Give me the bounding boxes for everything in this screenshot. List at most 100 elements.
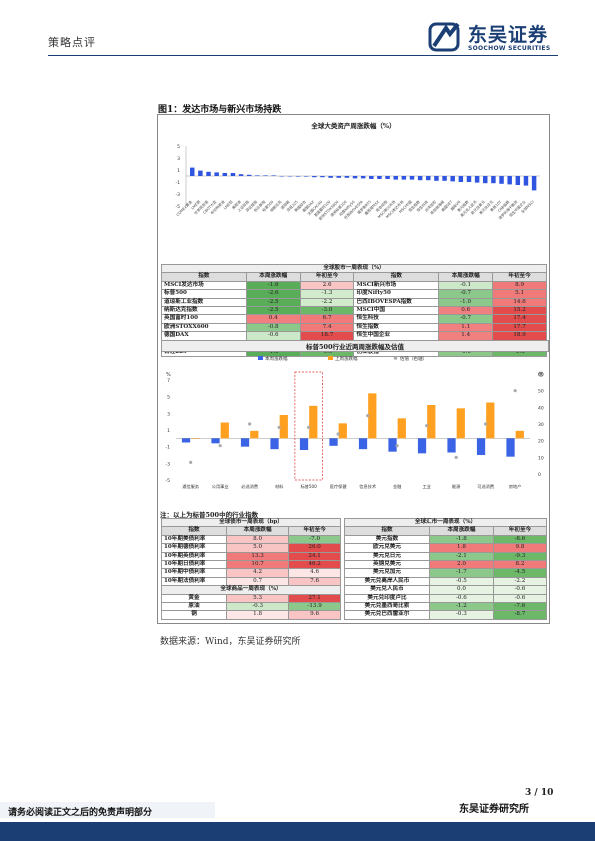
chart1-bar (295, 176, 301, 177)
fx-row: 美元指数 -1.8 -8.6 (344, 534, 548, 545)
fx-value: -0.5 (429, 576, 494, 587)
chart2-valuation-dot (336, 432, 340, 436)
chart2-this-week-bar (270, 438, 279, 450)
fx-value: -1.7 (429, 568, 494, 578)
bond-name: 10年期日债利率 (161, 560, 227, 570)
chart1-bar (271, 175, 276, 176)
chart1-bar (417, 176, 423, 181)
table1-value-cell: 6.7 (299, 314, 355, 324)
chart2-this-week-bar (299, 438, 309, 450)
table1-value-cell: -2.5 (245, 297, 301, 308)
chart2-title: 标普500行业近两周涨跌幅及估值 (161, 340, 549, 352)
logo-name-cn: 东吴证券 (468, 24, 549, 46)
table1-row: 纳斯达克指数 -2.5 -3.0 MSCI中国 0.6 15.2 (161, 306, 547, 316)
footer-band (0, 822, 595, 841)
chart1-bar (255, 175, 260, 176)
bond-value: 13.3 (225, 551, 290, 562)
bond-row: 10年期中债利率 4.2 4.6 (161, 568, 341, 578)
chart1-category-label: 美原油 (231, 199, 242, 210)
chart1-bar (369, 176, 374, 179)
fx-value: -8.6 (492, 534, 548, 545)
fx-name: 英镑兑美元 (344, 560, 430, 570)
chart2-this-week-bar (181, 438, 191, 443)
logo-mark-icon (428, 22, 460, 52)
chart1-bar (442, 176, 447, 181)
table1-index-name: 恒生科技 (353, 314, 440, 324)
fx-value: -0.3 (429, 610, 494, 620)
global-bond-commodity-table: 全球债市一周表现（bp） 指数 本周涨跌幅 年初至今 10年期美债利率 8.0 -7.0… (161, 517, 341, 620)
chart1-bar (320, 176, 325, 178)
fx-value: -0.6 (492, 593, 548, 604)
chart1-bar (246, 174, 252, 176)
table4-header-row: 指数 本周涨跌幅 年初至今 (344, 526, 548, 536)
chart2-category-label: 工业 (422, 483, 430, 489)
chart2-last-week-bar (338, 423, 347, 439)
chart2-valuation-dot (484, 422, 488, 426)
table1-index-name: MSCI新兴市场 (353, 280, 440, 291)
table1-index-name: 道琼斯工业指数 (161, 297, 247, 308)
table4-header-cell: 指数 (344, 526, 430, 536)
chart1-bar (450, 176, 455, 182)
commodity-name: 原油 (161, 602, 227, 612)
bond-name: 10年期德债利率 (161, 543, 227, 553)
chart2-valuation-dot (366, 414, 370, 418)
table1-value-cell: 7.4 (299, 322, 355, 333)
chart1-bar (336, 176, 341, 178)
footer-disclaimer-bg (0, 802, 215, 818)
table1-row: 英国富时100 0.4 6.7 恒生科技 -0.7 17.4 (161, 314, 547, 324)
fx-value: -1.8 (429, 534, 494, 545)
chart1-bar (190, 167, 195, 176)
table1-value-cell: 18.7 (299, 331, 355, 341)
fx-value: -9.3 (492, 551, 548, 562)
header-divider (48, 55, 558, 56)
chart1-title: 全球大类资产周涨跌幅（%） (160, 120, 547, 130)
fx-row: 欧元兑美元 1.8 9.8 (344, 543, 548, 553)
bond-name: 10年期法债利率 (161, 576, 227, 587)
chart1-bar (344, 176, 350, 178)
fx-value: -8.7 (492, 610, 548, 620)
chart2-category-label: 通信服务 (182, 483, 200, 490)
bond-value: 10.7 (225, 560, 290, 570)
chart1-y-tick: -1 (176, 180, 181, 186)
chart1-bar (515, 176, 521, 185)
fx-name: 美元兑人民币 (344, 585, 430, 595)
table4-title: 全球汇市一周表现（%） (344, 517, 547, 528)
chart1-y-tick: -5 (176, 204, 181, 210)
fx-row: 美元兑离岸人民币 -0.5 -2.2 (344, 576, 548, 587)
chart1-bar (409, 176, 415, 180)
chart1-bar (385, 176, 390, 179)
global-equity-table: 全球股市一周表现（%） 指数 本周涨跌幅 年初至今 指数 本周涨跌幅 年初至今 MSCI发… (161, 263, 547, 358)
chart1-bar (434, 176, 439, 181)
chart2-left-tick: -5 (166, 478, 171, 484)
table1-index-name: MSCI发达市场 (161, 280, 247, 291)
chart2-last-week-bar (191, 438, 200, 439)
chart2-valuation-dot (513, 389, 517, 393)
bond-row: 10年期美债利率 8.0 -7.0 (161, 534, 341, 545)
chart2-this-week-bar (447, 438, 456, 453)
chart2-right-tick: 30 (538, 422, 544, 428)
chart1-bar (279, 176, 285, 177)
chart1-bar (483, 176, 488, 184)
chart1-bar (312, 176, 317, 178)
chart2-legend-swatch (258, 356, 263, 360)
table1-header-cell: 本周涨跌幅 (245, 272, 301, 282)
chart2-right-tick: 10 (538, 455, 544, 461)
table1-value-cell: -1.3 (299, 289, 355, 299)
fx-name: 美元兑日元 (344, 551, 430, 562)
fx-name: 美元兑离岸人民币 (344, 576, 430, 587)
table1-row: MSCI发达市场 -1.6 2.6 MSCI新兴市场 -0.1 8.9 (161, 280, 547, 291)
table1-value-cell: -0.1 (438, 280, 494, 291)
chart2-last-week-bar (220, 422, 229, 439)
chart1-bar (507, 176, 512, 185)
chart2-last-week-bar (309, 405, 318, 439)
fx-name: 美元指数 (344, 534, 430, 545)
chart2-category-label: 信息技术 (359, 483, 377, 490)
table1-value-cell: -3.0 (299, 306, 355, 316)
chart2-legend-label: 本周涨跌幅 (265, 355, 288, 362)
table1-index-name: 欧洲STOXX600 (161, 322, 247, 333)
table1-index-name: 纳斯达克指数 (161, 306, 247, 316)
header-section-label: 策略点评 (48, 36, 96, 49)
chart1-bar (523, 176, 529, 186)
chart1-y-tick: 5 (177, 144, 180, 150)
chart2-this-week-bar (476, 438, 486, 455)
